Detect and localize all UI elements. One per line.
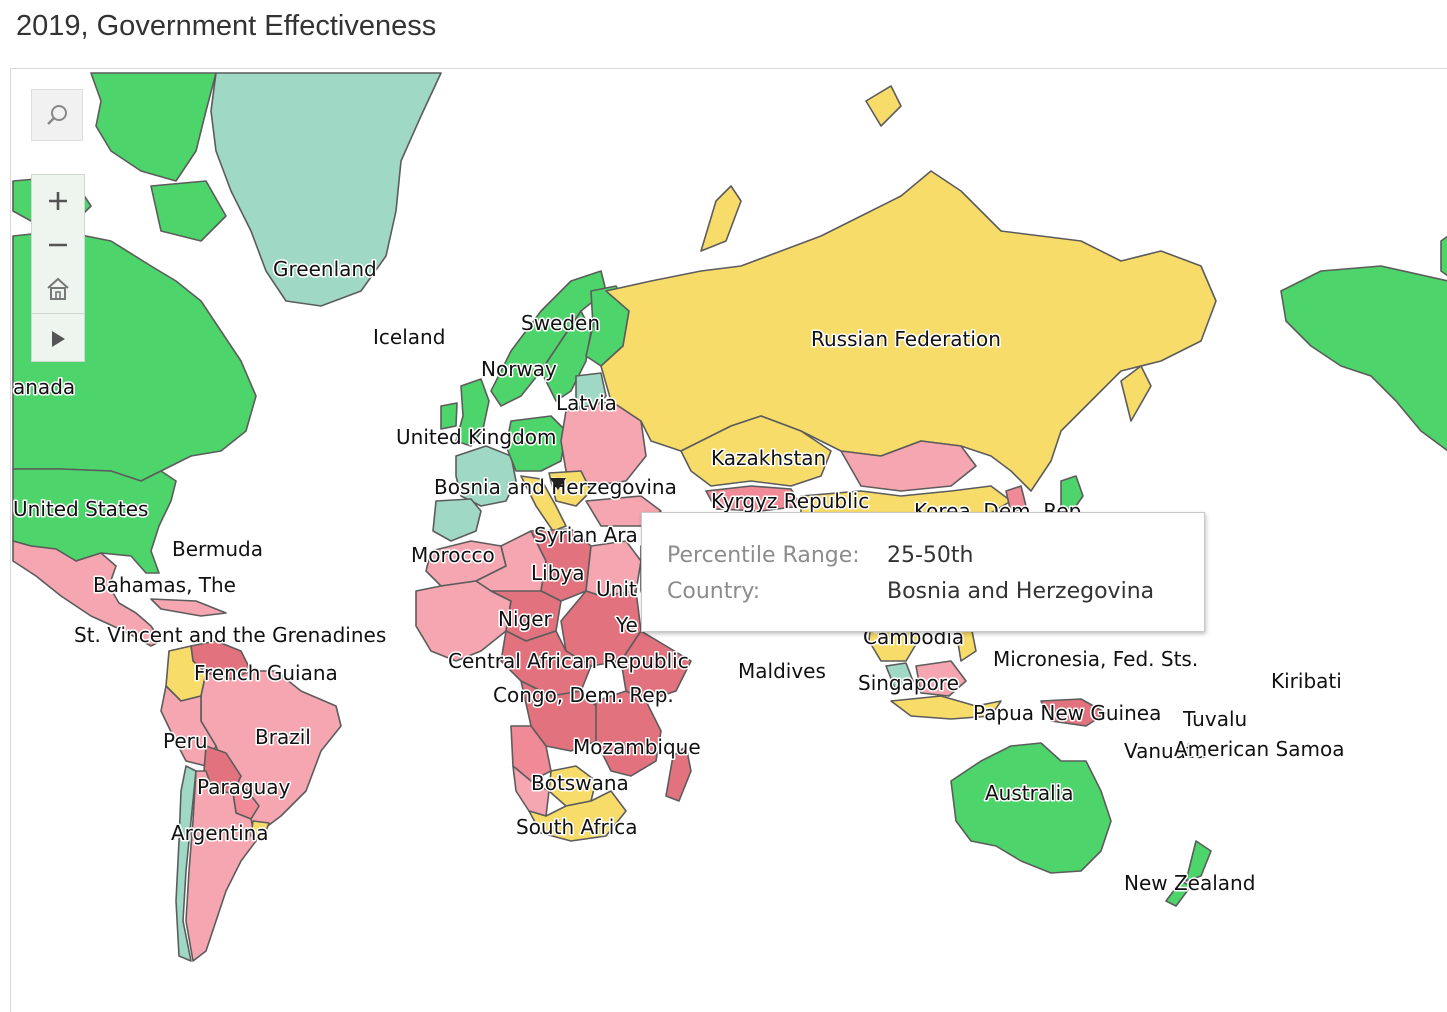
country-canada-islands[interactable] — [90, 72, 217, 182]
map-label: Central African Republic — [448, 649, 689, 673]
country-south-africa[interactable] — [528, 790, 627, 842]
country-mongolia[interactable] — [840, 440, 977, 492]
country-greenland[interactable] — [210, 72, 442, 307]
selected-country-marker — [550, 478, 566, 490]
map-zoom-controls — [31, 174, 85, 362]
country-ireland[interactable] — [440, 402, 458, 430]
map-label: Paraguay — [197, 775, 291, 799]
map-title: 2019, Government Effectiveness — [16, 10, 437, 42]
country-mexico[interactable] — [12, 540, 162, 647]
country-png[interactable] — [1040, 698, 1107, 727]
map-label: Micronesia, Fed. Sts. — [993, 647, 1198, 671]
country-iberia[interactable] — [432, 498, 482, 542]
tooltip-range-key: Percentile Range: — [667, 543, 860, 568]
map-label: Morocco — [411, 543, 495, 567]
country-libya[interactable] — [530, 528, 592, 602]
map-label: Bosnia and Herzegovina — [434, 475, 677, 499]
map-label: American Samoa — [1174, 737, 1344, 761]
map-label: Singapore — [858, 671, 959, 695]
map-label: Latvia — [556, 391, 617, 415]
country-uruguay[interactable] — [250, 820, 270, 840]
map-label: Bahamas, The — [93, 573, 236, 597]
country-madagascar[interactable] — [665, 745, 692, 802]
minus-icon[interactable] — [32, 225, 84, 265]
country-russia-north-islands-2[interactable] — [865, 85, 902, 127]
magnifier-icon[interactable] — [32, 90, 82, 140]
country-france[interactable] — [455, 445, 517, 507]
country-korea[interactable] — [1005, 485, 1027, 514]
map-label: Brazil — [255, 725, 311, 749]
map-label: anada — [13, 375, 75, 399]
map-label: Kiribati — [1271, 669, 1342, 693]
map-label: French Guiana — [194, 661, 338, 685]
country-argentina[interactable] — [185, 770, 257, 962]
country-central-europe[interactable] — [505, 415, 567, 472]
map-label: St. Vincent and the Grenadines — [74, 623, 386, 647]
country-canada-east[interactable] — [1440, 235, 1447, 277]
map-labels: Greenland Iceland Sweden Norway Latvia United… — [12, 256, 1346, 897]
tooltip-range-value: 25-50th — [887, 543, 974, 568]
map-label: Unit — [596, 577, 637, 601]
country-kamchatka[interactable] — [1120, 365, 1152, 422]
map-label: Peru — [163, 729, 208, 753]
country-alaska[interactable] — [1280, 265, 1447, 452]
map-label: Niger — [498, 607, 553, 631]
country-car[interactable] — [500, 630, 592, 697]
country-russia[interactable] — [600, 170, 1217, 492]
map-label: Ye — [615, 613, 638, 637]
map-label: Libya — [531, 561, 585, 585]
map-label: Russian Federation — [811, 327, 1001, 351]
country-canada-island-2[interactable] — [150, 180, 227, 242]
country-russia-north-islands[interactable] — [700, 185, 742, 252]
map-label: United States — [13, 497, 148, 521]
country-east-africa[interactable] — [595, 690, 662, 777]
map-label: New Zealand — [1124, 871, 1255, 895]
map-label: Iceland — [373, 325, 445, 349]
tooltip-country-key: Country: — [667, 579, 761, 604]
map-label: Congo, Dem. Rep. — [493, 683, 674, 707]
country-uk[interactable] — [455, 378, 490, 447]
country-indonesia[interactable] — [890, 695, 1002, 720]
map-label: Tuvalu — [1182, 707, 1247, 731]
country-italy[interactable] — [520, 475, 567, 532]
map-label: Mozambique — [573, 735, 701, 759]
country-borneo[interactable] — [915, 660, 967, 697]
map-label: Sweden — [521, 311, 600, 335]
tooltip-country-value: Bosnia and Herzegovina — [887, 579, 1155, 604]
map-label: Norway — [481, 357, 557, 381]
country-malaysia[interactable] — [885, 662, 914, 692]
map-label: Australia — [985, 781, 1073, 805]
map-label: Vanuatu — [1124, 739, 1207, 763]
country-australia[interactable] — [950, 742, 1112, 874]
country-cuba[interactable] — [150, 598, 227, 617]
home-icon[interactable] — [32, 269, 84, 309]
country-new-zealand[interactable] — [1185, 840, 1212, 882]
map-label: Greenland — [273, 257, 377, 281]
map-search-button[interactable] — [31, 89, 83, 141]
country-chile[interactable] — [175, 765, 197, 962]
play-arrow-icon[interactable] — [32, 319, 84, 359]
plus-icon[interactable] — [32, 181, 84, 221]
map-label: Kazakhstan — [711, 446, 826, 470]
map-label: Bermuda — [172, 537, 263, 561]
country-tooltip: Percentile Range: 25-50th Country: Bosni… — [641, 512, 1205, 632]
country-japan[interactable] — [1060, 475, 1084, 514]
map-label: Syrian Ara — [534, 523, 638, 547]
map-label: Kyrgyz Republic — [711, 489, 869, 513]
map-label: Papua New Guinea — [973, 701, 1161, 725]
map-label: Botswana — [531, 771, 629, 795]
map-label: United Kingdom — [396, 425, 557, 449]
country-kazakhstan[interactable] — [680, 415, 832, 487]
map-label: Argentina — [171, 821, 269, 845]
map-label: South Africa — [516, 815, 638, 839]
world-map[interactable]: Greenland Iceland Sweden Norway Latvia United… — [10, 68, 1447, 1012]
country-new-zealand-south[interactable] — [1165, 880, 1192, 907]
map-label: Maldives — [738, 659, 826, 683]
